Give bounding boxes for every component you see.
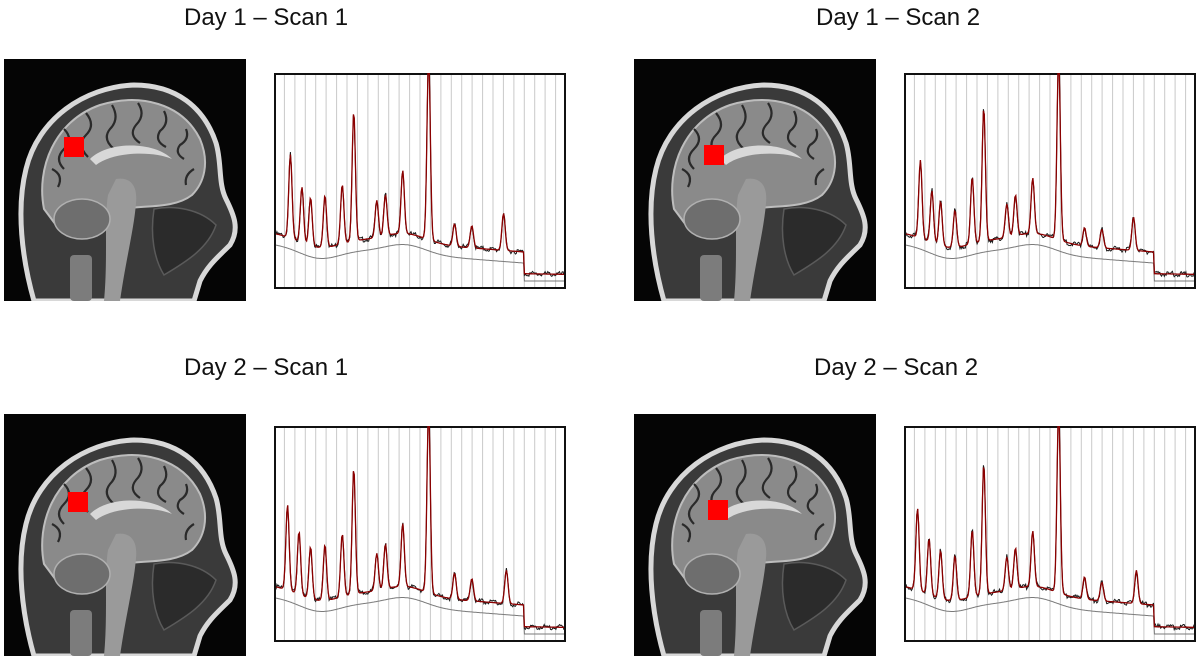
mri-sagittal-day2-scan1 bbox=[4, 414, 246, 656]
corpus-callosum bbox=[720, 500, 802, 520]
fitted-spectrum-line bbox=[905, 426, 1194, 628]
face-region bbox=[151, 561, 217, 632]
mri-sagittal-day1-scan1 bbox=[4, 59, 246, 301]
fitted-spectrum-line bbox=[275, 73, 564, 275]
baseline-curve bbox=[275, 597, 564, 635]
cervical-spine bbox=[700, 255, 722, 301]
cervical-spine bbox=[70, 255, 92, 301]
corpus-callosum bbox=[720, 145, 802, 165]
panel-title-day1-scan2: Day 1 – Scan 2 bbox=[816, 4, 981, 31]
cervical-spine bbox=[700, 610, 722, 656]
face-region bbox=[151, 206, 217, 277]
spectrum-plot-day1-scan1 bbox=[274, 73, 566, 289]
voxel-marker bbox=[708, 500, 728, 520]
face-region bbox=[781, 561, 847, 632]
panel-title-day1-scan1: Day 1 – Scan 1 bbox=[184, 4, 349, 31]
brainstem bbox=[104, 533, 137, 656]
voxel-marker bbox=[704, 145, 724, 165]
mri-sagittal-day1-scan2 bbox=[634, 59, 876, 301]
cerebellum bbox=[683, 553, 741, 595]
baseline-curve bbox=[905, 244, 1194, 282]
spectrum-plot-day1-scan2 bbox=[904, 73, 1196, 289]
mri-sagittal-day2-scan2 bbox=[634, 414, 876, 656]
corpus-callosum bbox=[90, 500, 172, 520]
fitted-spectrum-line bbox=[905, 73, 1194, 275]
voxel-marker bbox=[68, 492, 88, 512]
brainstem bbox=[104, 178, 137, 301]
cerebellum bbox=[53, 198, 111, 240]
brainstem bbox=[734, 533, 767, 656]
face-region bbox=[781, 206, 847, 277]
spectrum-plot-day2-scan1 bbox=[274, 426, 566, 642]
panel-title-day2-scan1: Day 2 – Scan 1 bbox=[184, 354, 349, 381]
cerebellum bbox=[683, 198, 741, 240]
brainstem bbox=[734, 178, 767, 301]
baseline-curve bbox=[905, 597, 1194, 635]
fitted-spectrum-line bbox=[275, 426, 564, 628]
baseline-curve bbox=[275, 244, 564, 282]
voxel-marker bbox=[64, 137, 84, 157]
corpus-callosum bbox=[90, 145, 172, 165]
cerebellum bbox=[53, 553, 111, 595]
cervical-spine bbox=[70, 610, 92, 656]
panel-title-day2-scan2: Day 2 – Scan 2 bbox=[814, 354, 979, 381]
spectrum-plot-day2-scan2 bbox=[904, 426, 1196, 642]
